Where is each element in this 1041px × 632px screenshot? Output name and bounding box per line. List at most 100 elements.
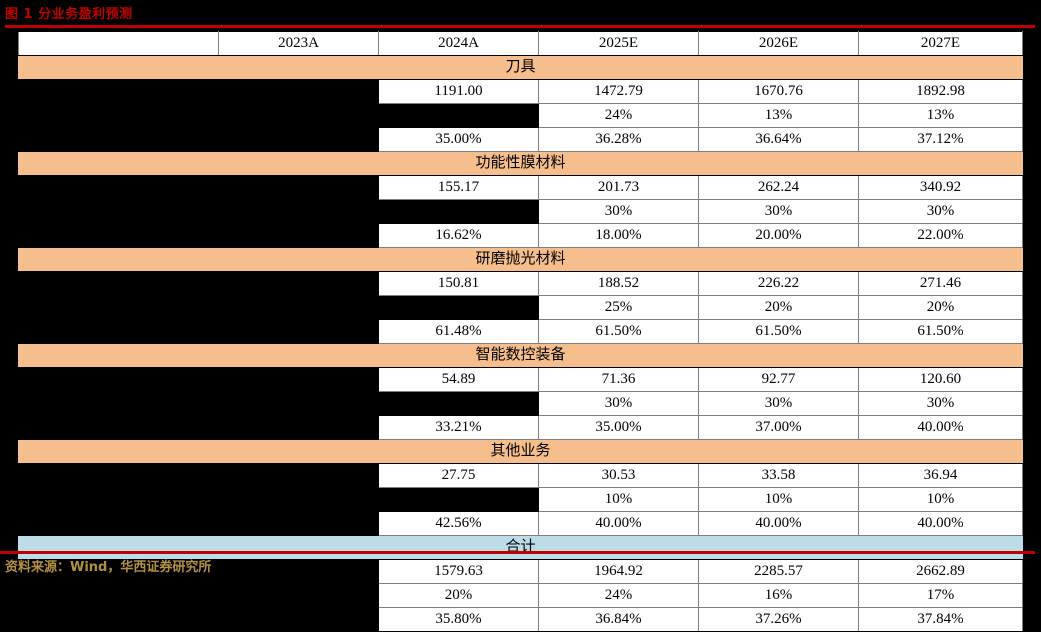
row-label-cell [18,79,219,104]
data-cell: 150.81 [378,271,539,296]
section-band-row: 功能性膜材料 [18,151,1023,176]
business-segment-forecast-table: 2023A 2024A 2025E 2026E 2027E 刀具 1191.00 1… [18,31,1023,632]
data-cell: 155.17 [378,175,539,200]
data-cell: 1191.00 [378,79,539,104]
footer-divider-rule [0,551,1035,554]
data-cell: 37.26% [698,607,859,632]
data-cell: 30% [858,391,1023,416]
data-cell: 271.46 [858,271,1023,296]
section-band-row: 合计 [18,535,1023,560]
data-cell: 22.00% [858,223,1023,248]
header-cell-2023a: 2023A [218,31,379,56]
table-header-row: 2023A 2024A 2025E 2026E 2027E [18,31,1023,56]
header-cell-2027e: 2027E [858,31,1023,56]
data-cell: 20% [378,583,539,608]
data-cell: 25% [538,295,699,320]
data-cell: 262.24 [698,175,859,200]
section-band-label: 研磨抛光材料 [18,247,1023,272]
data-cell: 40.00% [858,511,1023,536]
data-cell [218,295,379,320]
table-row: 30% 30% 30% [18,199,1023,224]
data-cell: 340.92 [858,175,1023,200]
data-cell: 188.52 [538,271,699,296]
section-band-row: 刀具 [18,55,1023,80]
table-row: 16.62% 18.00% 20.00% 22.00% [18,223,1023,248]
data-cell: 35.80% [378,607,539,632]
data-cell: 36.64% [698,127,859,152]
row-label-cell [18,175,219,200]
header-cell-2024a: 2024A [378,31,539,56]
data-cell: 20.00% [698,223,859,248]
data-cell [218,319,379,344]
row-label-cell [18,103,219,128]
data-cell: 10% [538,487,699,512]
title-divider-rule [5,25,1035,28]
data-cell: 36.28% [538,127,699,152]
data-cell: 13% [698,103,859,128]
data-cell: 30% [538,391,699,416]
table-row: 35.80% 36.84% 37.26% 37.84% [18,607,1023,632]
data-cell: 24% [538,583,699,608]
data-cell: 16.62% [378,223,539,248]
data-cell: 35.00% [538,415,699,440]
data-cell [218,487,379,512]
header-cell-2026e: 2026E [698,31,859,56]
table-row: 1191.00 1472.79 1670.76 1892.98 [18,79,1023,104]
table-row: 27.75 30.53 33.58 36.94 [18,463,1023,488]
data-cell: 40.00% [538,511,699,536]
data-cell: 36.94 [858,463,1023,488]
table-row: 42.56% 40.00% 40.00% 40.00% [18,511,1023,536]
data-cell [218,199,379,224]
data-cell: 37.84% [858,607,1023,632]
data-cell [378,487,539,512]
row-label-cell [18,607,219,632]
table-row: 54.89 71.36 92.77 120.60 [18,367,1023,392]
row-label-cell [18,223,219,248]
section-band-row: 研磨抛光材料 [18,247,1023,272]
row-label-cell [18,127,219,152]
table-body: 刀具 1191.00 1472.79 1670.76 1892.98 24% 13% 13% 3… [18,55,1023,632]
data-cell: 16% [698,583,859,608]
header-cell-label [18,31,219,56]
data-cell: 1579.63 [378,559,539,584]
data-cell: 10% [858,487,1023,512]
data-cell: 71.36 [538,367,699,392]
data-cell: 27.75 [378,463,539,488]
data-cell: 201.73 [538,175,699,200]
data-cell: 33.21% [378,415,539,440]
data-cell: 42.56% [378,511,539,536]
data-cell: 33.58 [698,463,859,488]
data-cell [378,391,539,416]
table-row: 20% 24% 16% 17% [18,583,1023,608]
figure-title: 图 1 分业务盈利预测 [5,7,133,22]
table-header: 2023A 2024A 2025E 2026E 2027E [18,31,1023,56]
data-cell [218,103,379,128]
table-row: 155.17 201.73 262.24 340.92 [18,175,1023,200]
data-cell [218,127,379,152]
data-cell: 30% [858,199,1023,224]
table-row: 150.81 188.52 226.22 271.46 [18,271,1023,296]
data-cell: 61.50% [538,319,699,344]
data-cell [218,607,379,632]
row-label-cell [18,463,219,488]
data-cell: 24% [538,103,699,128]
data-cell: 36.84% [538,607,699,632]
data-cell [218,559,379,584]
data-cell: 120.60 [858,367,1023,392]
row-label-cell [18,487,219,512]
table-row: 35.00% 36.28% 36.64% 37.12% [18,127,1023,152]
row-label-cell [18,319,219,344]
data-cell: 61.48% [378,319,539,344]
forecast-table-container: 2023A 2024A 2025E 2026E 2027E 刀具 1191.00 1… [18,31,1023,632]
row-label-cell [18,295,219,320]
section-band-label: 合计 [18,535,1023,560]
source-note: 资料来源：Wind，华西证券研究所 [5,560,212,575]
data-cell [218,511,379,536]
data-cell: 10% [698,487,859,512]
data-cell [218,415,379,440]
row-label-cell [18,367,219,392]
data-cell: 1670.76 [698,79,859,104]
table-row: 10% 10% 10% [18,487,1023,512]
data-cell [218,79,379,104]
header-cell-2025e: 2025E [538,31,699,56]
